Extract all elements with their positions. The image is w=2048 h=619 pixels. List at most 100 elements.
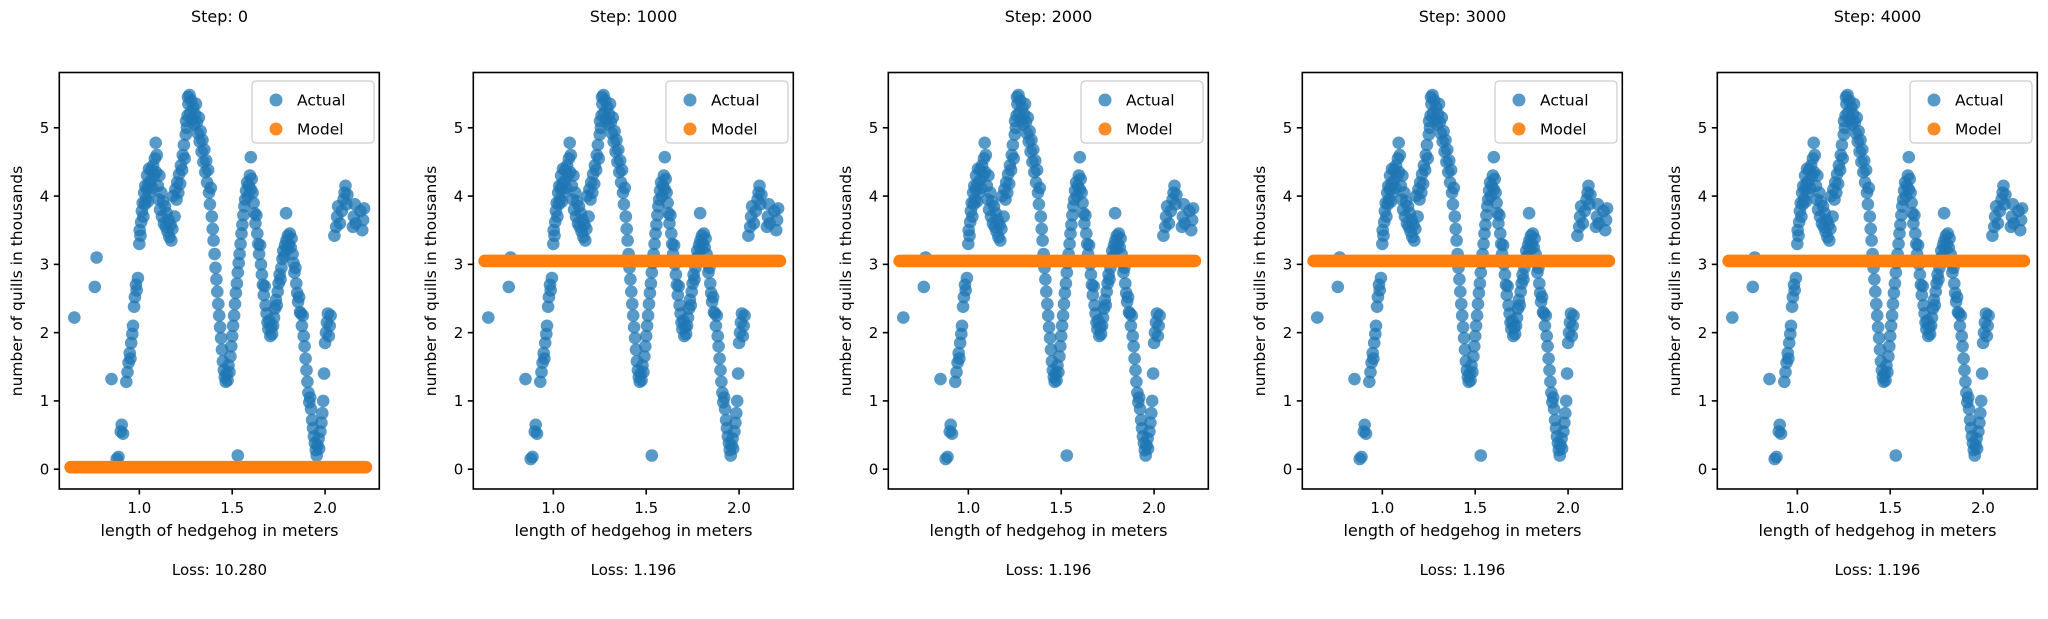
scatter-point [1540,329,1553,343]
scatter-point [639,329,653,343]
x-tick-label: 1.0 [541,499,565,517]
scatter-point [538,352,551,365]
scatter-point [1902,150,1916,164]
scatter-point [231,449,245,462]
scatter-point [1060,449,1074,462]
scatter-point [1807,136,1820,150]
scatter-point [1466,365,1479,379]
scatter-point [1522,206,1536,220]
scatter-point [1380,210,1393,223]
scatter-point [669,268,683,281]
scatter-point [1884,319,1898,333]
loss-caption: Loss: 1.196 [590,561,677,579]
scatter-point [1865,234,1878,247]
scatter-point [1961,391,1975,404]
scatter-point [1533,277,1546,290]
scatter-point [1870,309,1884,322]
scatter-point [1908,208,1921,222]
scatter-point [1863,210,1877,223]
scatter-point [563,136,576,150]
scatter-point [1559,406,1572,420]
scatter-point [315,416,328,430]
scatter-point [1904,186,1917,199]
scatter-point [949,375,962,389]
scatter-point [684,299,698,312]
scatter-point [1073,150,1087,164]
scatter-point [1082,238,1096,252]
scatter-point [755,188,768,201]
scatter-point [526,450,539,464]
scatter-point [1493,208,1506,222]
scatter-point [1470,309,1484,322]
scatter-point [1087,279,1100,293]
scatter-point [615,163,629,177]
y-tick-label: 4 [1283,187,1293,205]
scatter-point [1937,206,1951,220]
scatter-point [589,163,603,177]
actual-scatter [68,88,371,466]
x-tick-label: 2.0 [1971,499,1995,517]
scatter-point [1364,365,1377,379]
legend-model-marker [683,122,697,136]
scatter-point [1763,372,1776,386]
scatter-point [624,273,637,286]
scatter-point [295,319,309,333]
scatter-point [544,284,557,297]
scatter-point [130,284,143,297]
scatter-point [897,311,910,324]
scatter-point [149,136,162,150]
y-tick-label: 2 [1698,324,1708,342]
scatter-point [1355,450,1368,464]
subplot-title: Step: 4000 [1833,7,1922,26]
scatter-point [2013,223,2027,237]
y-tick-label: 5 [454,119,464,137]
scatter-point [1448,210,1462,223]
scatter-point [994,234,1007,247]
legend-box: Actual Model [665,80,789,144]
y-tick-label: 0 [40,460,50,478]
scatter-point [224,350,237,363]
scatter-point [121,365,134,379]
scatter-point [726,442,740,456]
scatter-point [1041,309,1055,322]
x-axis-label: length of hedgehog in meters [100,521,339,540]
scatter-point [292,290,306,304]
scatter-point [1450,234,1463,247]
scatter-point [230,277,244,290]
scatter-point [223,365,236,379]
axes-canvas: 1.0 1.5 2.0 0 1 2 3 4 5 Actual Model [1698,71,2039,517]
x-axis-label: length of hedgehog in meters [514,521,753,540]
scatter-point [502,280,516,294]
scatter-point [316,394,330,408]
loss-caption: Loss: 1.196 [1834,561,1921,579]
scatter-point [1999,188,2012,201]
scatter-point [548,229,561,242]
scatter-point [1576,217,1590,230]
scatter-point [959,284,972,297]
scatter-point [1542,352,1555,365]
scatter-point [1889,266,1903,279]
scatter-point [134,229,147,242]
scatter-point [1185,213,1199,227]
subplot-title: Step: 3000 [1418,7,1507,26]
scatter-point [1393,148,1407,162]
scatter-point [1041,297,1054,311]
legend-model-marker [1512,122,1526,136]
scatter-point [1785,300,1799,314]
scatter-point [1418,163,1432,177]
scatter-point [917,280,931,294]
scatter-point [2015,202,2029,215]
scatter-point [1517,273,1530,286]
scatter-point [1567,309,1580,322]
scatter-point [1864,222,1877,236]
scatter-point [619,210,633,223]
scatter-point [1125,309,1139,322]
scatter-point [1374,271,1388,285]
legend-actual-label: Actual [297,92,346,110]
scatter-point [1836,152,1849,165]
scatter-point [1076,196,1089,210]
y-tick-label: 4 [40,187,50,205]
scatter-point [1868,273,1881,286]
scatter-point [1850,111,1864,124]
scatter-point [212,309,226,322]
